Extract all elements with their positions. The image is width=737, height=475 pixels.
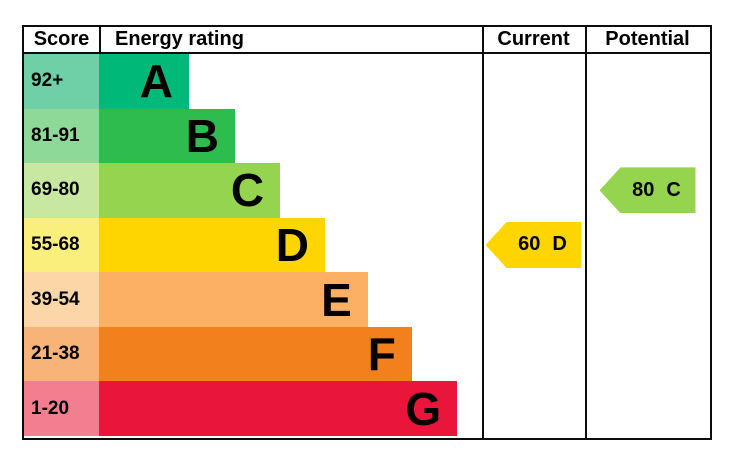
potential-cell-G bbox=[585, 381, 710, 436]
current-cell-D: 60 D bbox=[482, 218, 585, 273]
potential-rating-arrow: 80 C bbox=[599, 167, 696, 214]
band-letter-A: A bbox=[139, 55, 173, 108]
potential-cell-F bbox=[585, 327, 710, 382]
band-bar-C: C bbox=[99, 163, 281, 218]
current-column-divider bbox=[482, 27, 484, 438]
potential-value: 80 bbox=[632, 178, 655, 201]
potential-letter: C bbox=[666, 178, 681, 201]
header-potential: Potential bbox=[605, 28, 690, 50]
current-cell-C bbox=[482, 163, 585, 218]
band-bar-A: A bbox=[99, 54, 189, 109]
score-cell-A: 92+ bbox=[24, 54, 99, 109]
current-value: 60 bbox=[518, 233, 541, 256]
band-bar-F: F bbox=[99, 326, 412, 382]
band-bar-D: D bbox=[99, 217, 325, 273]
score-cell-D: 55-68 bbox=[24, 217, 99, 273]
band-bar-E: E bbox=[99, 272, 368, 327]
header-score: Score bbox=[33, 28, 90, 50]
bar-cell-F: F bbox=[99, 326, 482, 382]
chart-body: 92+ A 81-91 B 69-80 C 80 C 55-68 D 60 D 39-54 E 21-38 F… bbox=[24, 54, 710, 436]
potential-cell-A bbox=[585, 54, 710, 109]
potential-cell-E bbox=[585, 272, 710, 327]
potential-cell-C: 80 C bbox=[585, 163, 710, 218]
current-rating-arrow: 60 D bbox=[485, 221, 582, 268]
band-letter-D: D bbox=[275, 218, 309, 271]
current-cell-E bbox=[482, 272, 585, 327]
bar-cell-C: C bbox=[99, 163, 482, 218]
score-column-divider bbox=[99, 27, 101, 54]
current-cell-B bbox=[482, 109, 585, 164]
current-cell-F bbox=[482, 327, 585, 382]
header-energy-rating: Energy rating bbox=[115, 28, 244, 50]
score-cell-F: 21-38 bbox=[24, 326, 99, 382]
bar-cell-B: B bbox=[99, 108, 482, 164]
band-bar-B: B bbox=[99, 108, 235, 164]
bar-cell-A: A bbox=[99, 54, 482, 109]
band-letter-B: B bbox=[185, 109, 219, 162]
band-letter-G: G bbox=[405, 382, 442, 435]
score-cell-B: 81-91 bbox=[24, 108, 99, 164]
current-letter: D bbox=[552, 233, 567, 256]
header-current: Current bbox=[497, 28, 570, 50]
band-letter-C: C bbox=[230, 164, 265, 217]
bar-cell-E: E bbox=[99, 272, 482, 327]
band-letter-E: E bbox=[321, 273, 352, 326]
bar-cell-G: G bbox=[99, 381, 482, 436]
bar-cell-D: D bbox=[99, 217, 482, 273]
score-cell-G: 1-20 bbox=[24, 381, 99, 436]
score-cell-E: 39-54 bbox=[24, 272, 99, 327]
band-bar-G: G bbox=[99, 381, 458, 436]
potential-column-divider bbox=[585, 27, 587, 438]
epc-energy-rating-chart: Score Energy rating Current Potential 92… bbox=[22, 25, 712, 440]
potential-cell-B bbox=[585, 109, 710, 164]
current-cell-G bbox=[482, 381, 585, 436]
chart-header: Score Energy rating Current Potential bbox=[24, 27, 710, 54]
score-cell-C: 69-80 bbox=[24, 163, 99, 218]
current-cell-A bbox=[482, 54, 585, 109]
band-letter-F: F bbox=[367, 328, 396, 381]
potential-cell-D bbox=[585, 218, 710, 273]
